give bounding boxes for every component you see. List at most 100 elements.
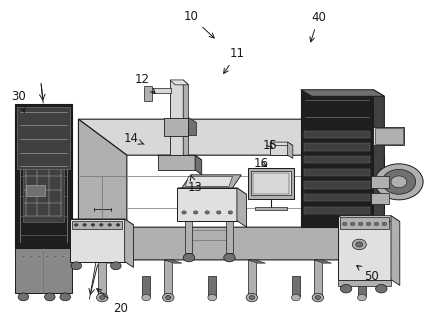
Bar	[142, 276, 150, 296]
Bar	[186, 221, 192, 253]
Polygon shape	[164, 260, 182, 263]
Bar	[23, 157, 64, 222]
Polygon shape	[237, 188, 247, 227]
Text: 20: 20	[97, 289, 128, 315]
Circle shape	[315, 296, 321, 300]
Bar	[248, 168, 294, 199]
Circle shape	[342, 222, 347, 225]
Bar	[304, 131, 370, 138]
Circle shape	[224, 253, 235, 262]
Polygon shape	[338, 216, 400, 222]
Bar	[72, 221, 122, 229]
Circle shape	[163, 293, 174, 302]
Circle shape	[100, 296, 105, 300]
Bar	[338, 216, 391, 280]
Bar	[292, 276, 300, 296]
Circle shape	[249, 296, 255, 300]
Circle shape	[183, 253, 194, 262]
Bar	[17, 107, 70, 169]
Polygon shape	[70, 219, 133, 225]
Bar	[178, 188, 237, 221]
Bar	[371, 193, 389, 204]
Circle shape	[194, 211, 198, 214]
Bar	[164, 117, 188, 136]
Polygon shape	[78, 227, 385, 260]
Bar	[26, 184, 46, 196]
Bar	[70, 219, 124, 262]
Circle shape	[29, 255, 34, 258]
Polygon shape	[170, 80, 188, 85]
Bar	[338, 280, 391, 286]
Bar	[304, 169, 370, 176]
Bar	[314, 260, 322, 296]
Text: 10: 10	[183, 10, 214, 38]
Circle shape	[97, 293, 108, 302]
Bar	[304, 143, 370, 150]
Bar	[144, 86, 152, 101]
Bar	[373, 127, 404, 145]
Circle shape	[382, 169, 416, 194]
Circle shape	[18, 293, 29, 301]
Polygon shape	[391, 216, 400, 285]
Bar	[15, 248, 72, 293]
Polygon shape	[314, 260, 331, 263]
Bar	[255, 207, 287, 210]
Polygon shape	[158, 155, 202, 160]
Text: 11: 11	[224, 47, 245, 74]
Bar	[358, 276, 366, 296]
Circle shape	[45, 293, 55, 301]
Circle shape	[37, 255, 42, 258]
Bar	[208, 276, 216, 296]
Text: 50: 50	[357, 265, 379, 283]
Polygon shape	[186, 177, 233, 186]
Circle shape	[352, 239, 366, 250]
Bar	[371, 177, 389, 188]
Circle shape	[312, 293, 324, 302]
Bar	[98, 260, 106, 296]
Bar	[253, 173, 289, 194]
Text: 14: 14	[124, 132, 144, 145]
Circle shape	[21, 255, 26, 258]
Circle shape	[358, 294, 366, 301]
Circle shape	[83, 223, 86, 226]
Circle shape	[350, 222, 355, 225]
Bar	[304, 182, 370, 189]
Circle shape	[391, 176, 407, 188]
Circle shape	[208, 294, 217, 301]
Bar	[248, 260, 256, 296]
Circle shape	[228, 211, 233, 214]
Circle shape	[356, 242, 363, 247]
Text: 30: 30	[12, 90, 27, 112]
Circle shape	[376, 284, 387, 293]
Circle shape	[166, 296, 171, 300]
Text: 15: 15	[263, 139, 277, 152]
Polygon shape	[301, 90, 385, 96]
Circle shape	[116, 223, 120, 226]
Circle shape	[217, 211, 221, 214]
Circle shape	[366, 222, 371, 225]
Circle shape	[142, 294, 151, 301]
Bar	[252, 171, 291, 195]
Circle shape	[340, 284, 352, 293]
Circle shape	[374, 222, 379, 225]
Bar	[304, 156, 370, 163]
Bar	[304, 194, 370, 201]
Circle shape	[182, 211, 187, 214]
Bar	[170, 80, 183, 155]
Text: 13: 13	[188, 176, 202, 194]
Circle shape	[205, 211, 210, 214]
Circle shape	[71, 262, 82, 270]
Bar	[158, 155, 195, 170]
Circle shape	[61, 255, 65, 258]
Bar	[375, 128, 403, 144]
Bar	[164, 260, 172, 296]
Text: 40: 40	[310, 11, 326, 42]
Polygon shape	[178, 188, 247, 194]
Bar	[270, 142, 288, 155]
Polygon shape	[182, 175, 241, 188]
Bar	[340, 217, 389, 229]
Circle shape	[91, 223, 95, 226]
Circle shape	[358, 222, 363, 225]
Text: 16: 16	[254, 157, 268, 170]
Circle shape	[100, 223, 103, 226]
